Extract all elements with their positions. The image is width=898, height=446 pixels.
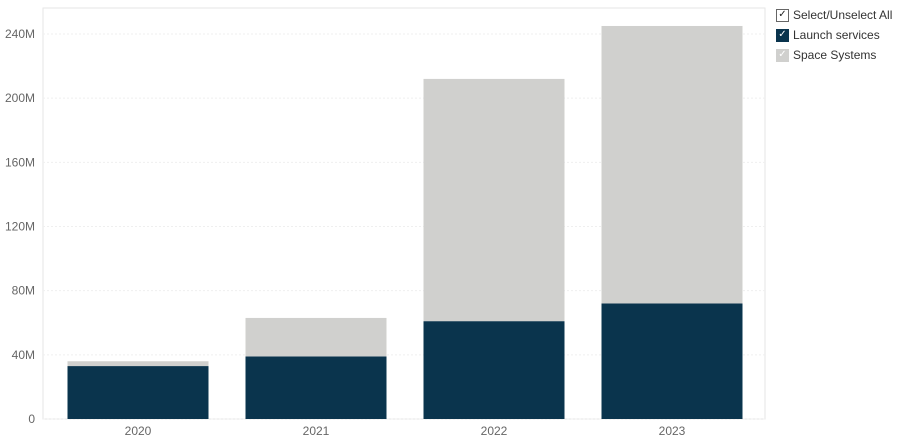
space-systems-checkbox[interactable]: ✓: [776, 48, 789, 62]
legend-select-all[interactable]: ✓ Select/Unselect All: [776, 5, 892, 25]
legend-item-launch-services[interactable]: ✓ Launch services: [776, 25, 892, 45]
x-tick-label: 2022: [481, 424, 508, 438]
y-tick-label: 240M: [5, 27, 35, 41]
bars: [67, 25, 743, 420]
legend-item-space-systems[interactable]: ✓ Space Systems: [776, 45, 892, 65]
launch-services-label[interactable]: Launch services: [793, 28, 880, 42]
x-axis: 2020 2021 2022 2023: [125, 424, 686, 438]
bar-launch-services-2023[interactable]: [601, 303, 743, 420]
y-tick-label: 200M: [5, 91, 35, 105]
y-axis: 0 40M 80M 120M 160M 200M 240M: [5, 27, 35, 426]
y-tick-label: 80M: [12, 284, 35, 298]
bar-launch-services-2021[interactable]: [245, 356, 387, 419]
y-tick-label: 120M: [5, 220, 35, 234]
bar-space-systems-2021[interactable]: [245, 317, 387, 357]
y-tick-label: 0: [28, 412, 35, 426]
x-tick-label: 2023: [659, 424, 686, 438]
y-tick-label: 40M: [12, 348, 35, 362]
legend: ✓ Select/Unselect All ✓ Launch services …: [776, 5, 892, 65]
bar-space-systems-2022[interactable]: [423, 78, 565, 322]
bar-space-systems-2020[interactable]: [67, 361, 209, 367]
bar-launch-services-2020[interactable]: [67, 366, 209, 419]
select-all-checkbox[interactable]: ✓: [776, 8, 789, 22]
x-tick-label: 2021: [303, 424, 330, 438]
launch-services-checkbox[interactable]: ✓: [776, 28, 789, 42]
bar-space-systems-2023[interactable]: [601, 25, 743, 304]
select-all-label[interactable]: Select/Unselect All: [793, 8, 893, 22]
x-tick-label: 2020: [125, 424, 152, 438]
y-tick-label: 160M: [5, 155, 35, 169]
space-systems-label[interactable]: Space Systems: [793, 48, 877, 62]
bar-launch-services-2022[interactable]: [423, 321, 565, 419]
